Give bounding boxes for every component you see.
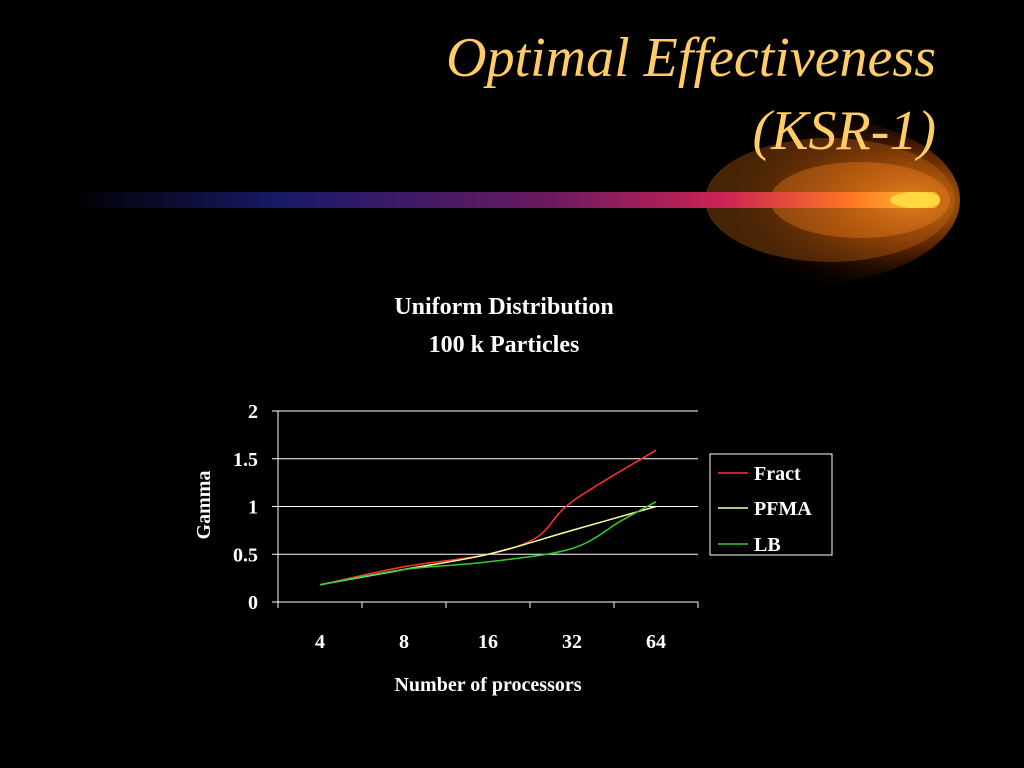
x-axis-label: Number of processors <box>394 674 581 696</box>
legend-label-pfma: PFMA <box>754 498 812 520</box>
gridlines <box>278 410 698 555</box>
chart-subtitle: 100 k Particles <box>429 332 580 358</box>
x-tick-labels: 4 8 16 32 64 <box>315 631 666 653</box>
slide-title-line1: Optimal Effectiveness <box>446 27 936 89</box>
y-tick-label: 0 <box>248 592 258 614</box>
y-tick-label: 1 <box>248 497 258 519</box>
y-axis-label: Gamma <box>193 471 215 540</box>
chart-title: Uniform Distribution <box>394 294 613 320</box>
decorative-comet <box>70 115 960 285</box>
legend-box <box>709 453 833 556</box>
x-tick-label: 16 <box>478 631 498 653</box>
x-tick-label: 32 <box>562 631 582 653</box>
series-line-lb <box>319 501 657 586</box>
legend-label-fract: Fract <box>754 463 801 485</box>
x-tick-label: 64 <box>646 631 666 653</box>
series-lines <box>319 449 657 586</box>
x-tick-label: 8 <box>399 631 409 653</box>
y-tick-label: 0.5 <box>233 544 258 566</box>
series-line-fract <box>319 449 657 586</box>
y-tick-labels: 0 0.5 1 1.5 2 <box>233 401 258 614</box>
y-tick-label: 2 <box>248 401 258 423</box>
x-tick-label: 4 <box>315 631 325 653</box>
y-tick-label: 1.5 <box>233 449 258 471</box>
axes <box>272 410 699 608</box>
legend-label-lb: LB <box>754 534 781 556</box>
slide-title-line2: (KSR-1) <box>752 100 936 162</box>
legend: Fract PFMA LB <box>709 453 833 556</box>
